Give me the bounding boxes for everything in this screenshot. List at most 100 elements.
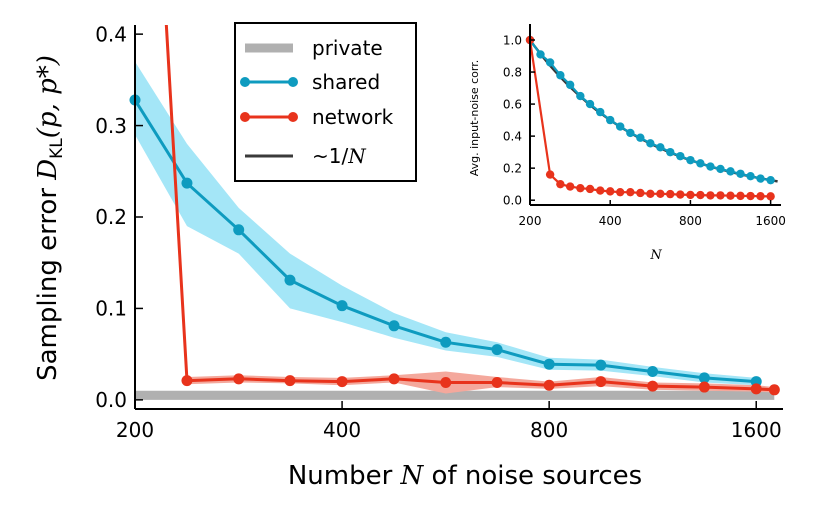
- inset-network-point: [676, 190, 685, 199]
- main-y-tick-label: 0.1: [95, 297, 127, 321]
- network-point: [284, 375, 296, 387]
- inset-shared-point: [686, 155, 695, 165]
- shared-point: [233, 224, 245, 236]
- inset-y-tick-label: 1.0: [503, 33, 522, 47]
- main-x-tick-label: 1600: [731, 418, 782, 442]
- inset-shared-point: [766, 175, 775, 185]
- inset-network-point: [736, 191, 745, 201]
- inset-points: [525, 35, 775, 201]
- inset-network-point: [576, 183, 585, 193]
- inset-network-point: [545, 170, 555, 179]
- network-point: [491, 376, 503, 388]
- inset-ticks: 200 400 800 1600 0.0 0.2 0.4 0.6 0.8 1.0: [503, 33, 786, 228]
- x-axis-label: Number N of noise sources: [288, 461, 642, 491]
- shared-point: [595, 359, 607, 371]
- shared-point: [543, 358, 555, 370]
- main-x-tick-label: 800: [530, 418, 568, 442]
- inset-network-point: [556, 179, 565, 189]
- shared-point: [698, 372, 710, 384]
- inset-shared-point: [536, 50, 545, 59]
- private-band: [135, 390, 775, 400]
- legend-fit-label: ~1/N: [312, 144, 367, 168]
- network-point: [388, 373, 400, 385]
- network-point: [750, 383, 762, 395]
- network-point: [698, 381, 710, 393]
- inset-shared-point: [626, 128, 635, 138]
- inset-y-tick-label: 0.4: [503, 129, 522, 143]
- network-point: [336, 376, 348, 388]
- legend-network-marker-right: [288, 112, 298, 122]
- inset-x-tick-label: 800: [679, 214, 702, 228]
- main-y-tick-label: 0.4: [95, 22, 127, 46]
- network-line: [164, 25, 775, 392]
- inset-shared-point: [736, 169, 745, 178]
- inset-shared-point: [556, 71, 565, 80]
- inset-network-point: [716, 191, 725, 200]
- main-ticks: 200 400 800 1600 0.0 0.1 0.2 0.3 0.4: [95, 22, 781, 442]
- network-point: [233, 373, 245, 385]
- inset-y-tick-label: 0.2: [503, 161, 522, 175]
- inset-x-tick-label: 1600: [755, 214, 786, 228]
- main-x-tick-label: 200: [116, 418, 154, 442]
- inset-shared-point: [696, 159, 705, 168]
- network-point: [595, 376, 607, 388]
- main-x-tick-label: 400: [323, 418, 361, 442]
- shared-point: [284, 274, 296, 286]
- main-y-tick-label: 0.2: [95, 205, 127, 229]
- main-y-tick-label: 0.3: [95, 114, 127, 138]
- inset-network-point: [615, 187, 625, 197]
- inset-y-axis-label: Avg. input-noise corr.: [468, 60, 481, 177]
- shared-point: [336, 300, 348, 312]
- inset-network-point: [596, 186, 605, 195]
- inset-network-point: [646, 189, 655, 198]
- network-point: [181, 375, 193, 387]
- inset-network-point: [726, 191, 735, 200]
- inset-network-point: [746, 191, 755, 201]
- inset-fit-line: [528, 39, 778, 183]
- inset-shared-point: [615, 122, 625, 131]
- inset-y-tick-label: 0.6: [503, 97, 522, 111]
- inset-y-tick-label: 0.8: [503, 65, 522, 79]
- inset-shared-point: [676, 151, 685, 161]
- inset-x-axis-label: N: [649, 248, 662, 263]
- network-point: [543, 379, 555, 391]
- inset-shared-point: [636, 133, 645, 142]
- inset-shared-point: [746, 171, 755, 181]
- inset-network-point: [696, 190, 705, 200]
- y-axis-label: Sampling error DKL(p, p*): [33, 55, 67, 381]
- inset-network-point: [626, 187, 635, 197]
- inset-shared-point: [726, 167, 735, 176]
- inset-shared-point: [656, 143, 665, 152]
- inset-network-point: [606, 187, 615, 196]
- inset-shared-point: [646, 139, 655, 148]
- inset-y-tick-label: 0.0: [503, 194, 522, 208]
- inset-shared-point: [716, 164, 725, 174]
- inset-network-point: [585, 184, 595, 194]
- shared-band: [135, 61, 757, 386]
- main-bands: [135, 61, 775, 400]
- inset-plot: 200 400 800 1600 0.0 0.2 0.4 0.6 0.8 1.0 N Avg. i…: [468, 24, 786, 263]
- inset-shared-point: [666, 147, 675, 157]
- inset-network-point: [636, 188, 645, 198]
- inset-shared-point: [545, 58, 555, 67]
- network-point: [647, 380, 659, 392]
- network-point: [768, 384, 780, 396]
- inset-network-point: [565, 182, 575, 191]
- inset-axes: [529, 24, 781, 206]
- inset-shared-point: [756, 174, 765, 183]
- shared-point: [388, 320, 400, 332]
- shared-point: [491, 344, 503, 356]
- network-point: [440, 376, 452, 388]
- inset-shared-point: [606, 115, 615, 125]
- legend-private-label: private: [312, 36, 383, 60]
- legend-shared-label: shared: [312, 70, 380, 94]
- legend-network-marker-left: [240, 112, 250, 122]
- inset-x-tick-label: 400: [599, 214, 622, 228]
- main-points: [129, 94, 780, 396]
- inset-network-point: [766, 192, 775, 201]
- inset-shared-point: [576, 91, 585, 101]
- inset-network-point: [656, 189, 665, 198]
- inset-network-point: [666, 189, 675, 199]
- main-plot: 200 400 800 1600 0.0 0.1 0.2 0.3 0.4 Number N of…: [33, 22, 783, 491]
